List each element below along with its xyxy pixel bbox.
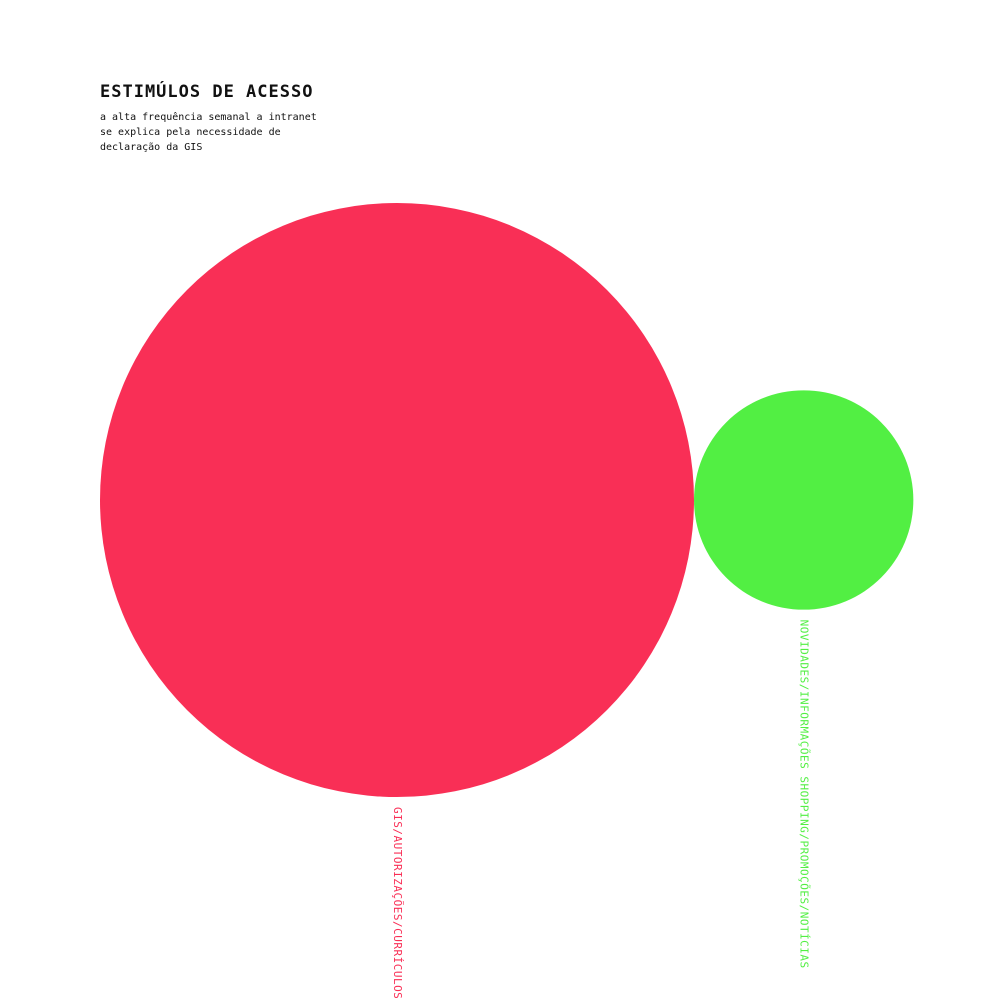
chart-title: ESTIMÚLOS DE ACESSO (100, 82, 314, 102)
bubble-2 (694, 390, 914, 610)
bubble-label-2: NOVIDADES/INFORMAÇÕES SHOPPING/PROMOÇÕES… (798, 620, 811, 969)
bubble-1 (100, 203, 694, 797)
bubble-label-1: GIS/AUTORIZAÇÕES/CURRÍCULOS (391, 807, 404, 999)
chart-subtitle: a alta frequência semanal a intranet se … (100, 112, 317, 153)
